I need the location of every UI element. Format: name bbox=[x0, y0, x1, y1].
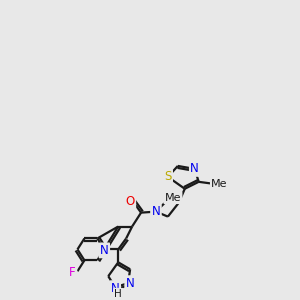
Text: N: N bbox=[190, 162, 199, 176]
Text: Me: Me bbox=[165, 193, 181, 203]
Text: N: N bbox=[152, 205, 160, 218]
Text: N: N bbox=[126, 277, 134, 290]
Text: F: F bbox=[69, 266, 76, 279]
Text: N: N bbox=[111, 282, 120, 295]
Text: Me: Me bbox=[211, 179, 228, 189]
Text: S: S bbox=[164, 170, 172, 183]
Text: N: N bbox=[100, 244, 109, 257]
Text: O: O bbox=[125, 195, 135, 208]
Text: H: H bbox=[114, 289, 122, 299]
